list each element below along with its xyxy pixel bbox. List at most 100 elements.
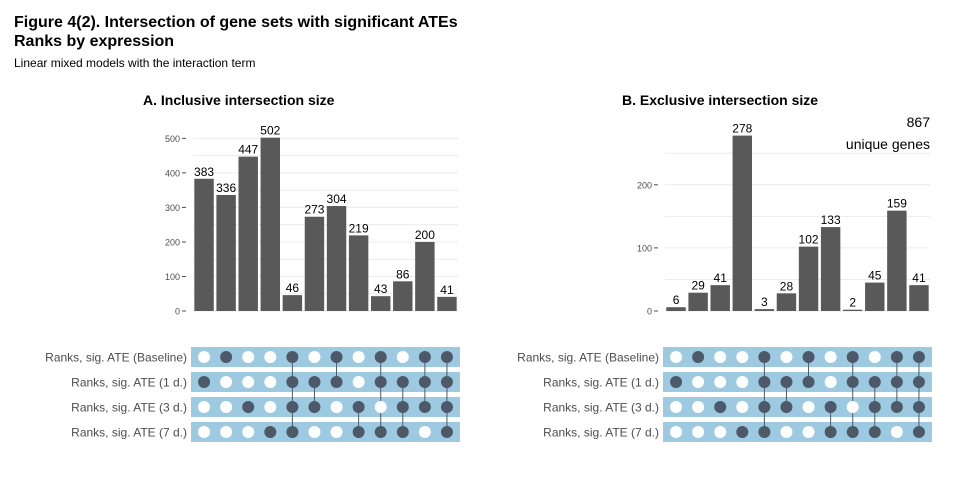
panel-a-ytick-label: 100 [165,272,180,282]
panel-b-dot-empty [824,376,837,388]
panel-a-dot-filled [198,376,211,388]
panel-a-bar-label: 273 [304,203,324,217]
panel-a-matrix-band [191,422,460,442]
panel-a-dot-filled [374,376,387,388]
panel-b-dot-empty [846,401,859,413]
panel-a-dot-filled [352,401,365,413]
panel-b-dot-empty [868,351,881,363]
panel-a-ytick-label: 0 [175,307,180,317]
figure-title: Figure 4(2). Intersection of gene sets w… [14,14,458,31]
panel-b-dot-empty [736,351,749,363]
panel-b-annotation-value: 867 [907,114,931,130]
panel-a-bar-label: 383 [194,165,214,179]
panel-b-dot-empty [670,401,683,413]
panel-a-dot-empty [242,351,255,363]
panel-a-bar [238,156,258,311]
panel-a-dot-empty [330,401,343,413]
panel-b-dot-empty [890,426,903,438]
panel-a-dot-empty [220,401,233,413]
panel-a-ytick-label: 500 [165,134,180,144]
panel-b-dot-filled [868,376,881,388]
panel-b-matrix-band [663,372,932,392]
panel-b-bar-label: 6 [673,293,680,307]
panel-a-dot-filled [396,376,409,388]
panel-a-bar [348,235,369,311]
panel-a-dot-filled [264,426,277,438]
panel-b-bar-label: 3 [761,295,768,309]
panel-a-dot-empty [396,351,409,363]
panel-a-dot-empty [374,401,387,413]
panel-b-set-label: Ranks, sig. ATE (7 d.) [543,426,659,440]
panel-a-bar [415,241,435,311]
panel-b-dot-empty [692,426,705,438]
panel-b-dot-filled [890,376,903,388]
panel-b-ytick-label: 100 [637,243,652,253]
panel-a-dot-filled [374,351,387,363]
panel-b-dot-filled [846,426,859,438]
panel-a-dot-filled [440,426,453,438]
panel-a-bar-label: 43 [374,282,388,296]
panel-b-bar-label: 159 [887,197,907,211]
panel-b-set-label: Ranks, sig. ATE (3 d.) [543,401,659,415]
panel-b-dot-empty [780,426,793,438]
panel-a-dot-empty [220,376,233,388]
panel-a-dot-filled [418,376,431,388]
panel-a-dot-filled [308,401,321,413]
panel-b-set-label: Ranks, sig. ATE (1 d.) [543,376,659,390]
figure-title-line2: Ranks by expression [14,33,175,50]
panel-b-bar [688,292,708,311]
panel-b-bar [842,309,863,311]
panel-b-dot-filled [736,426,749,438]
panel-a-matrix-band [191,372,460,392]
panel-b-bar [887,210,907,311]
panel-a-dot-empty [220,426,233,438]
panel-b-dot-filled [780,401,793,413]
panel-a-dot-empty [264,376,277,388]
panel-a-dot-filled [396,426,409,438]
panel-b-dot-empty [736,376,749,388]
panel-b-dot-filled [758,426,771,438]
panel-b-dot-filled [824,426,837,438]
panel-a-bar [370,296,391,311]
panel-b-dot-filled [802,376,815,388]
panel-a-dot-empty [418,426,431,438]
panel-a-set-label: Ranks, sig. ATE (Baseline) [45,351,187,365]
panel-b-bar [754,309,775,311]
panel-b-dot-empty [802,401,815,413]
panel-a-matrix-band [191,347,460,367]
panel-a-dot-empty [198,351,211,363]
panel-a-bar [216,194,236,311]
panel-b-matrix-band [663,397,932,417]
panel-b-annotation-text: unique genes [846,136,930,152]
panel-a-dot-empty [242,426,255,438]
panel-a-dot-empty [308,426,321,438]
panel-a-dot-filled [418,351,431,363]
panel-b-dot-filled [846,376,859,388]
panel-a-dot-filled [220,351,233,363]
panel-b-dot-filled [912,376,925,388]
panel-b-bar-label: 2 [849,296,856,310]
panel-a-bar-label: 502 [260,124,280,138]
panel-a-dot-filled [440,376,453,388]
panel-b-ytick-label: 0 [647,307,652,317]
panel-a-bar-label: 46 [286,281,300,295]
panel-b-dot-filled [912,351,925,363]
panel-a-ytick-label: 400 [165,168,180,178]
panel-a-dot-filled [374,426,387,438]
panel-a-dot-empty [264,401,277,413]
panel-b-dot-empty [736,401,749,413]
panel-a-bar [437,296,457,311]
panel-a-dot-filled [440,351,453,363]
panel-b-bar-label: 278 [732,122,752,136]
panel-b-bar-label: 41 [912,271,926,285]
panel-a-title: A. Inclusive intersection size [143,92,335,108]
panel-a-dot-filled [352,426,365,438]
panel-b-dot-empty [670,426,683,438]
panel-b-dot-filled [912,401,925,413]
panel-a-bar-label: 336 [216,181,236,195]
panel-b-bar [776,293,797,311]
panel-b-bar [666,307,686,311]
panel-a-bar [260,137,281,311]
panel-b-dot-filled [868,401,881,413]
